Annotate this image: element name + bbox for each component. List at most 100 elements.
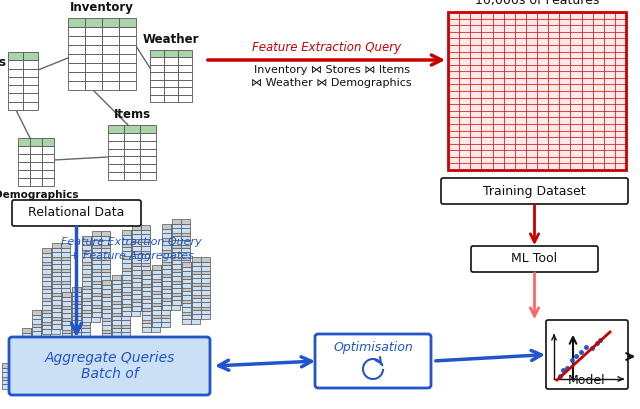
Bar [151, 327, 160, 332]
Bar [140, 172, 156, 180]
Bar [22, 357, 31, 361]
Bar [22, 361, 31, 366]
Bar [171, 293, 180, 298]
Bar [21, 346, 30, 351]
Bar [102, 304, 111, 309]
Bar [11, 363, 20, 368]
Bar [85, 18, 102, 27]
Bar [21, 355, 30, 360]
Bar [172, 231, 181, 236]
Text: Batch of: Batch of [81, 367, 138, 381]
Bar [62, 321, 71, 325]
Bar [182, 274, 191, 279]
Bar [191, 271, 200, 276]
Bar [72, 339, 81, 344]
Bar [201, 285, 210, 290]
Bar [191, 298, 200, 303]
Bar [122, 258, 131, 263]
Bar [92, 260, 101, 264]
Bar [52, 320, 61, 324]
FancyBboxPatch shape [546, 320, 628, 389]
Bar [181, 248, 190, 252]
Bar [151, 287, 160, 291]
Bar [132, 297, 141, 302]
Bar [23, 85, 38, 93]
Bar [141, 254, 150, 258]
Bar [131, 302, 140, 307]
Bar [171, 253, 180, 257]
Bar [112, 320, 121, 325]
Bar [72, 344, 81, 349]
Bar [71, 349, 80, 354]
Bar [85, 27, 102, 36]
Bar [51, 260, 60, 265]
Bar [164, 65, 178, 72]
Bar [72, 328, 81, 333]
Bar [12, 363, 21, 367]
Bar [171, 284, 180, 289]
Bar [82, 296, 91, 301]
Text: 10,000s of Features: 10,000s of Features [475, 0, 599, 7]
Bar [171, 240, 180, 245]
Bar [51, 272, 60, 276]
Bar [111, 297, 120, 301]
Bar [85, 81, 102, 90]
Bar [131, 288, 140, 292]
Bar [61, 296, 70, 300]
Bar [201, 298, 210, 302]
Bar [52, 243, 61, 248]
Bar [8, 60, 23, 69]
Bar [52, 303, 61, 308]
Bar [161, 310, 170, 315]
Bar [71, 328, 80, 333]
Bar [8, 85, 23, 93]
Bar [51, 281, 60, 286]
Bar [31, 340, 40, 345]
Bar [191, 315, 200, 319]
Bar [181, 260, 190, 264]
Bar [171, 265, 180, 270]
Bar [151, 291, 160, 296]
Bar [102, 63, 119, 72]
Bar [92, 303, 101, 308]
Bar [2, 372, 11, 377]
Bar [132, 242, 141, 246]
Bar [112, 323, 121, 328]
Bar [61, 276, 70, 281]
Bar [151, 299, 160, 303]
Bar [61, 315, 70, 320]
Bar [91, 253, 100, 257]
Bar [162, 281, 171, 286]
Bar [68, 36, 85, 45]
Bar [41, 315, 50, 319]
Bar [42, 138, 54, 146]
Bar [111, 280, 120, 285]
Bar [72, 297, 81, 301]
Bar [141, 225, 150, 230]
Bar [68, 45, 85, 54]
Bar [182, 315, 191, 319]
Text: Model: Model [568, 373, 606, 387]
Bar [181, 228, 190, 233]
Bar [141, 285, 150, 290]
Bar [61, 308, 70, 312]
Bar [131, 239, 140, 244]
Bar [91, 312, 100, 317]
Bar [141, 297, 150, 302]
Bar [62, 349, 71, 354]
Bar [81, 320, 90, 325]
Bar [51, 293, 60, 298]
Text: Inventory: Inventory [70, 1, 134, 14]
Bar [162, 236, 171, 240]
Bar [181, 272, 190, 276]
Text: + Feature Aggregates: + Feature Aggregates [70, 251, 193, 261]
FancyBboxPatch shape [471, 246, 598, 272]
Bar [131, 275, 140, 280]
Bar [32, 355, 41, 360]
Bar [101, 231, 110, 236]
Bar [82, 308, 91, 312]
Bar [141, 266, 150, 270]
Bar [8, 69, 23, 77]
Bar [140, 141, 156, 148]
Bar [142, 323, 151, 327]
